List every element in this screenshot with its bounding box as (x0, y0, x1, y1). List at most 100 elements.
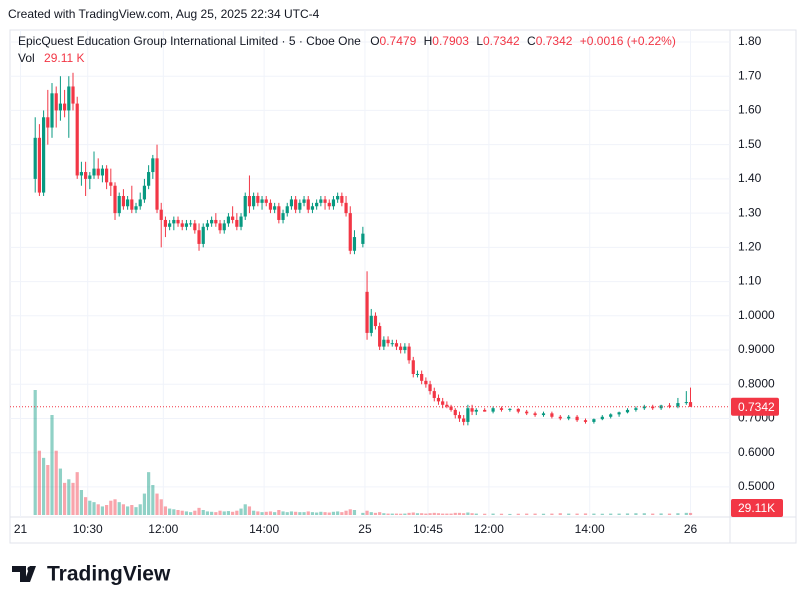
volume-bar (210, 511, 214, 515)
x-tick-label: 10:45 (413, 522, 443, 536)
candle-body (592, 419, 596, 422)
chart-frame (9, 29, 797, 544)
candle-body (50, 93, 54, 128)
volume-bar (92, 502, 96, 515)
volume-bar (117, 502, 121, 515)
candle-body (609, 414, 613, 417)
y-tick-label: 0.6000 (738, 445, 775, 459)
candle-body (415, 373, 420, 375)
candle-body (159, 209, 163, 220)
logo: TradingView (12, 563, 171, 586)
candle-body (567, 416, 571, 419)
candle-body (617, 412, 621, 415)
candle-body (340, 196, 344, 203)
candle-body (407, 346, 411, 361)
candle-body (474, 409, 478, 412)
volume-bar (575, 513, 579, 515)
candle-body (205, 223, 210, 227)
volume-bar (516, 513, 520, 515)
candle-body (134, 206, 138, 210)
volume-bar (394, 513, 399, 515)
candle-body (449, 406, 453, 410)
volume-bar (201, 510, 205, 515)
volume-bar (336, 511, 340, 515)
candle-body (214, 219, 218, 224)
candle-body (625, 409, 630, 413)
candle-body (121, 196, 126, 207)
candle-body (394, 343, 399, 347)
volume-title: Vol (18, 51, 35, 65)
volume-bar (667, 513, 672, 515)
volume-bar (659, 513, 663, 515)
candle-body (344, 202, 348, 214)
volume-bar (33, 390, 37, 515)
volume-bar (592, 513, 596, 515)
candle-body (399, 346, 403, 351)
candle-body (575, 416, 579, 421)
volume-bar (126, 506, 130, 515)
y-tick-label: 1.40 (738, 171, 762, 185)
candle-body (331, 199, 336, 207)
candle-body (386, 339, 390, 344)
volume-bar (600, 513, 604, 515)
volume-bar (79, 490, 84, 515)
x-tick-label: 26 (684, 522, 698, 536)
volume-bar (323, 512, 327, 515)
volume-bar (189, 512, 193, 515)
ohlc-value: 0.7479 (380, 34, 417, 48)
x-tick-label: 12:00 (474, 522, 504, 536)
candle-body (142, 185, 147, 200)
volume-bar (302, 512, 306, 515)
candle-body (634, 408, 638, 410)
volume-bar (260, 512, 264, 515)
candle-body (252, 196, 256, 207)
volume-bar (625, 513, 630, 515)
volume-bar (453, 512, 457, 515)
candle-body (176, 219, 180, 224)
candle-body (499, 408, 504, 410)
volume-bar (491, 513, 495, 515)
candle-body (42, 117, 46, 193)
candle-body (306, 199, 310, 210)
grid (10, 30, 730, 517)
volume-bar (138, 504, 142, 515)
candle-body (113, 185, 117, 214)
candle-body (382, 339, 386, 347)
candle-body (457, 415, 462, 419)
volume-bar (256, 511, 260, 515)
x-tick-label: 14:00 (249, 522, 279, 536)
volume-bar (327, 512, 331, 515)
candle-body (235, 219, 239, 227)
symbol-title: EpicQuest Education Group International … (18, 34, 361, 48)
volume-bar (651, 513, 655, 515)
candle-body (67, 86, 71, 111)
candle-body (58, 103, 63, 111)
candle-body (348, 213, 352, 251)
volume-bar (558, 513, 562, 515)
volume-bar (235, 510, 239, 515)
candle-body (109, 182, 113, 186)
volume-bar (113, 499, 117, 515)
volume-bar (407, 512, 411, 515)
volume-bar (365, 510, 369, 515)
candle-body (436, 397, 441, 402)
candle-body (323, 199, 327, 203)
candle-body (138, 199, 142, 207)
volume-bar (37, 450, 42, 515)
candle-body (168, 223, 172, 227)
volume-bar (214, 512, 218, 515)
volume-bar (54, 450, 58, 515)
candle-body (33, 137, 37, 179)
candle-body (428, 384, 432, 392)
candle-body (600, 416, 604, 420)
volume-bar (71, 482, 75, 515)
candle-body (453, 409, 457, 416)
volume-bar (63, 482, 67, 515)
volume-bar (75, 472, 79, 515)
volume-bar (499, 513, 504, 515)
candle-body (369, 315, 373, 333)
volume-bar (403, 513, 407, 515)
volume-bar (688, 512, 693, 515)
candle-body (373, 315, 378, 327)
legend-line: EpicQuest Education Group International … (18, 34, 676, 48)
